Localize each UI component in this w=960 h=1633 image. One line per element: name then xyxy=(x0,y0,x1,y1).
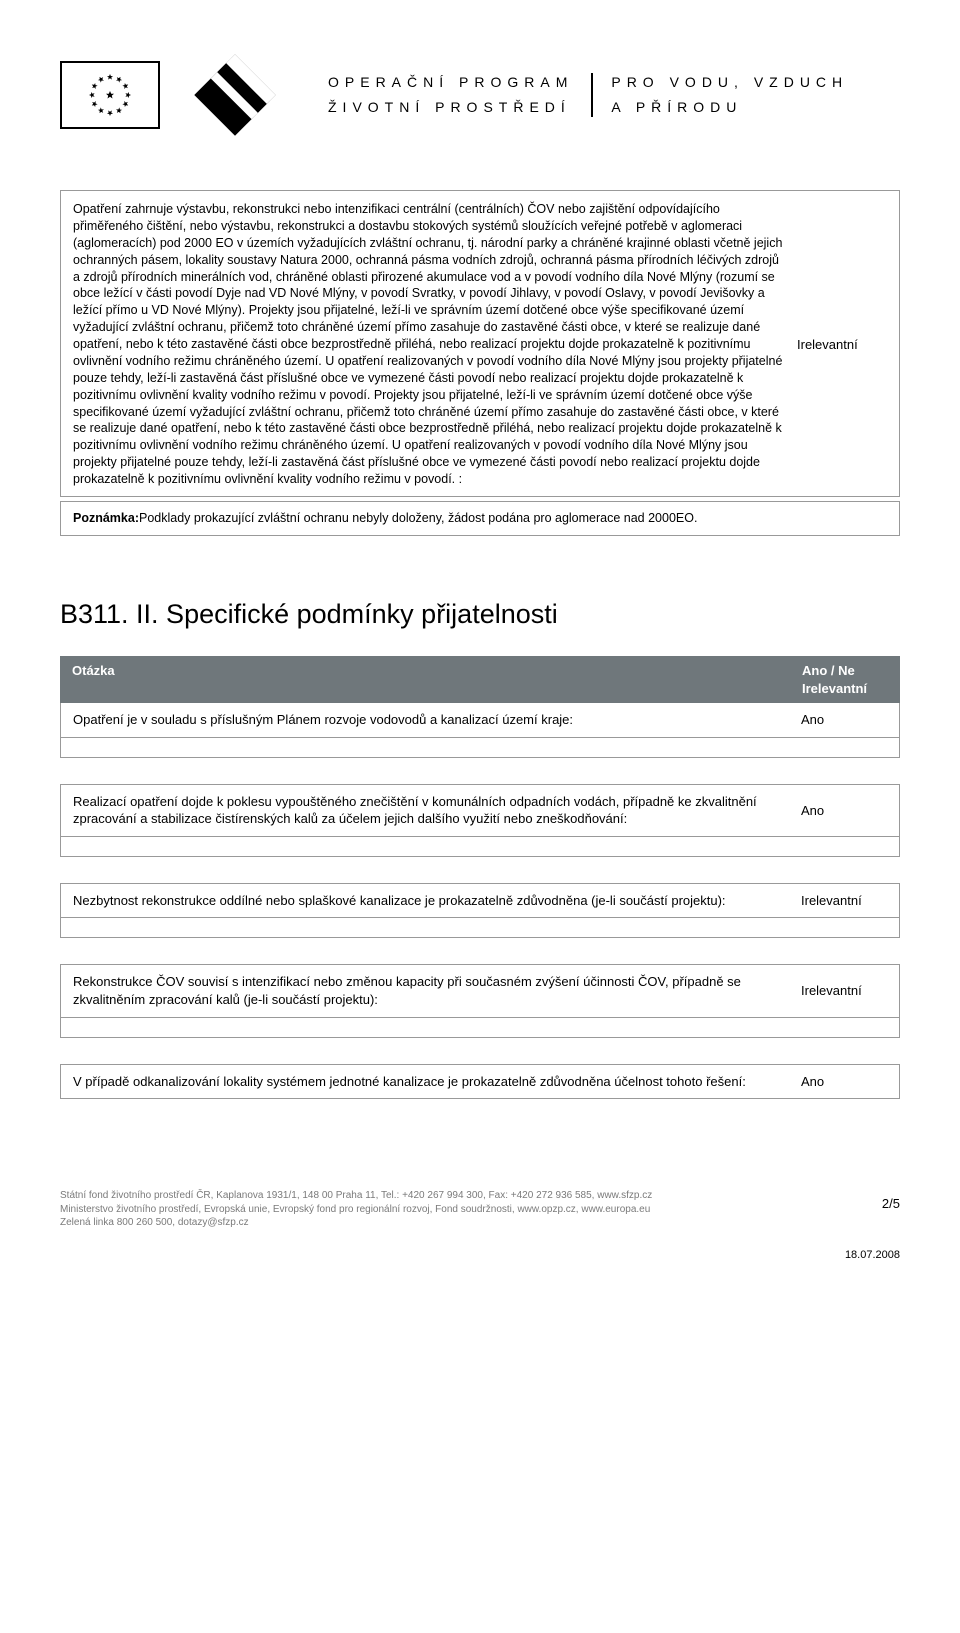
row-answer: Ano xyxy=(789,703,899,737)
footer-date: 18.07.2008 xyxy=(60,1248,900,1263)
row-answer: Irelevantní xyxy=(789,884,899,918)
row-answer: Ano xyxy=(789,1065,899,1099)
row-spacer xyxy=(60,918,900,938)
note-text: Podklady prokazující zvláštní ochranu ne… xyxy=(139,511,697,525)
footer-line2: Ministerstvo životního prostředí, Evrops… xyxy=(60,1203,900,1217)
table-row: Nezbytnost rekonstrukce oddílné nebo spl… xyxy=(60,883,900,919)
page-number: 2/5 xyxy=(882,1195,900,1213)
table-header: Otázka Ano / Ne Irelevantní xyxy=(60,656,900,703)
row-spacer xyxy=(60,738,900,758)
row-spacer xyxy=(60,837,900,857)
note-label: Poznámka: xyxy=(73,511,139,525)
th-answer-l2: Irelevantní xyxy=(802,680,888,698)
table-row: Rekonstrukce ČOV souvisí s intenzifikací… xyxy=(60,964,900,1017)
row-question: V případě odkanalizování lokality systém… xyxy=(61,1065,789,1099)
row-spacer xyxy=(60,1018,900,1038)
header-left-line1: OPERAČNÍ PROGRAM xyxy=(328,73,573,92)
footer-line3: Zelená linka 800 260 500, dotazy@sfzp.cz xyxy=(60,1216,900,1230)
footer-line1: Státní fond životního prostředí ČR, Kapl… xyxy=(60,1189,900,1203)
row-question: Rekonstrukce ČOV souvisí s intenzifikací… xyxy=(61,965,789,1016)
header-logos: OPERAČNÍ PROGRAM ŽIVOTNÍ PROSTŘEDÍ PRO V… xyxy=(60,50,900,140)
header-right-line1: PRO VODU, VZDUCH xyxy=(611,73,848,92)
program-logo-icon xyxy=(190,50,280,140)
header-right-line2: A PŘÍRODU xyxy=(611,98,848,117)
main-criterion-box: Opatření zahrnuje výstavbu, rekonstrukci… xyxy=(60,190,900,497)
row-question: Opatření je v souladu s příslušným Pláne… xyxy=(61,703,789,737)
row-question: Realizací opatření dojde k poklesu vypou… xyxy=(61,785,789,836)
section-title: B311. II. Specifické podmínky přijatelno… xyxy=(60,596,900,632)
main-criterion-text: Opatření zahrnuje výstavbu, rekonstrukci… xyxy=(73,201,785,488)
header-text: OPERAČNÍ PROGRAM ŽIVOTNÍ PROSTŘEDÍ PRO V… xyxy=(310,73,866,117)
header-left-line2: ŽIVOTNÍ PROSTŘEDÍ xyxy=(328,98,573,117)
main-criterion-answer: Irelevantní xyxy=(797,336,858,354)
row-question: Nezbytnost rekonstrukce oddílné nebo spl… xyxy=(61,884,789,918)
table-row: V případě odkanalizování lokality systém… xyxy=(60,1064,900,1100)
table-row: Realizací opatření dojde k poklesu vypou… xyxy=(60,784,900,837)
page-footer: Státní fond životního prostředí ČR, Kapl… xyxy=(60,1189,900,1262)
th-answer-l1: Ano / Ne xyxy=(802,662,888,680)
table-row: Opatření je v souladu s příslušným Pláne… xyxy=(60,703,900,738)
row-answer: Ano xyxy=(789,785,899,836)
th-question: Otázka xyxy=(60,656,790,703)
note-box: Poznámka:Podklady prokazující zvláštní o… xyxy=(60,501,900,536)
row-answer: Irelevantní xyxy=(789,965,899,1016)
eu-flag-icon xyxy=(60,61,160,129)
